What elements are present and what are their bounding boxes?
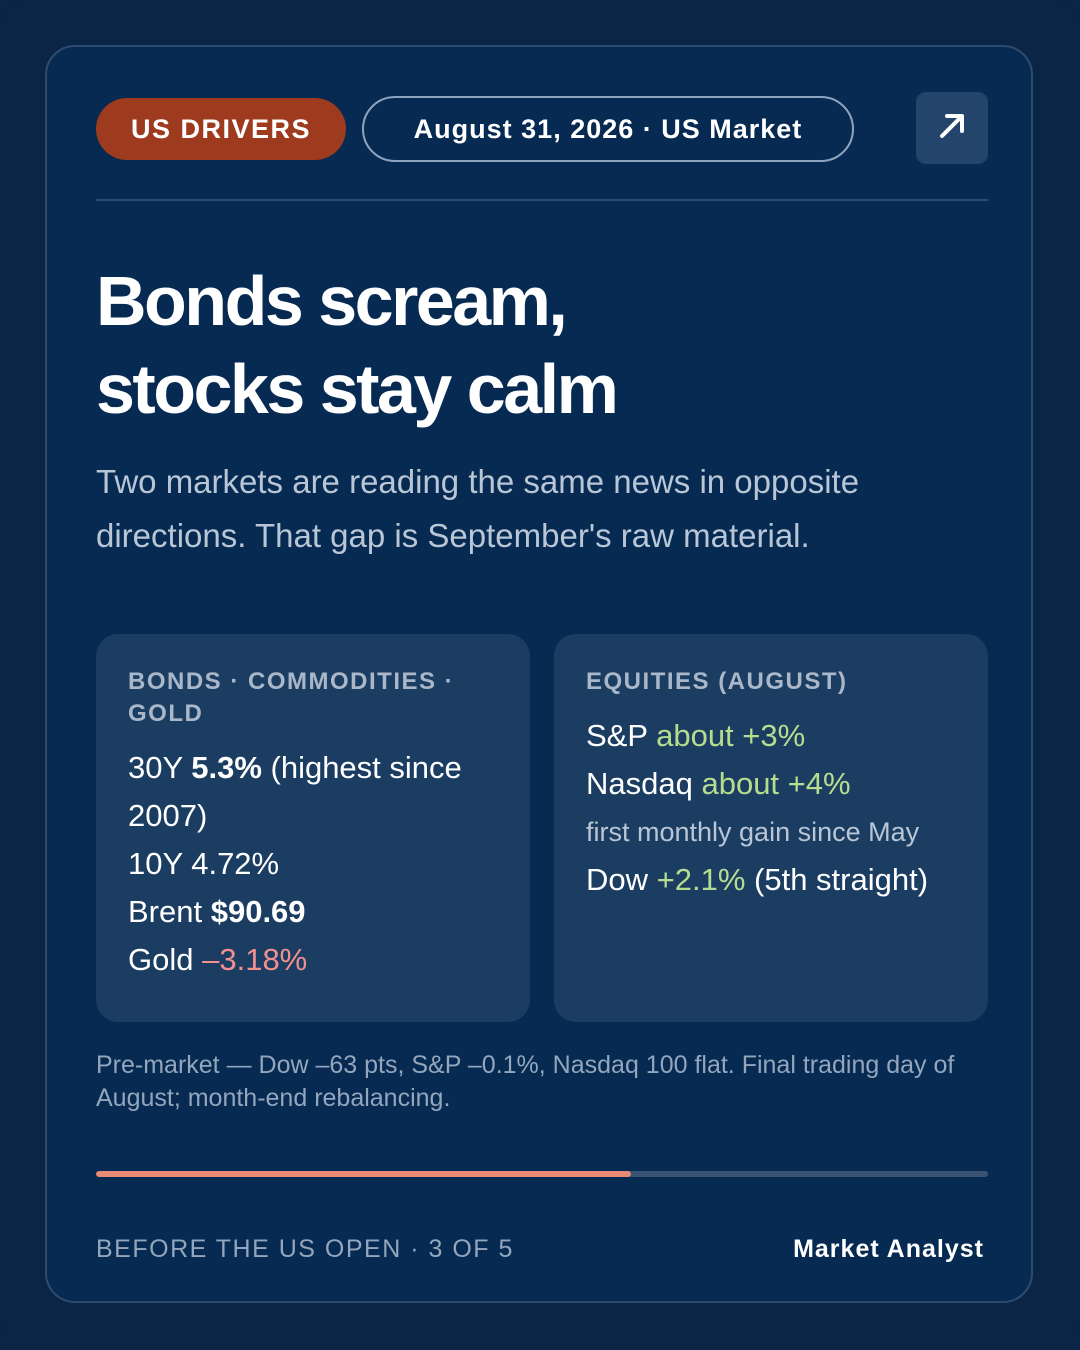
gold-line: Gold –3.18%: [128, 936, 498, 984]
dow-value: +2.1%: [656, 862, 746, 897]
footer-brand: Market Analyst: [793, 1235, 984, 1263]
yield-30y-label: 30Y: [128, 750, 192, 785]
sp-label: S&P: [586, 718, 657, 753]
brent-label: Brent: [128, 894, 211, 929]
equities-panel-title: EQUITIES (AUGUST): [586, 668, 848, 695]
footer-series-label: BEFORE THE US OPEN · 3 OF 5: [96, 1235, 514, 1263]
bonds-panel: BONDS · COMMODITIES · GOLD 30Y 5.3% (hig…: [96, 634, 530, 1022]
nasdaq-label: Nasdaq: [586, 766, 702, 801]
nasdaq-note: first monthly gain since May: [586, 817, 920, 847]
premarket-footnote: Pre-market — Dow –63 pts, S&P –0.1%, Nas…: [96, 1051, 955, 1112]
subheadline: Two markets are reading the same news in…: [96, 463, 860, 554]
yield-30y-note: (highest since 2007): [128, 750, 462, 833]
yield-30y-value: 5.3%: [191, 750, 262, 785]
bonds-panel-title: BONDS · COMMODITIES · GOLD: [128, 668, 455, 727]
story-card: US DRIVERS August 31, 2026 · US Market B…: [45, 45, 1033, 1303]
gold-label: Gold: [128, 942, 203, 977]
progress-bar-fill: [96, 1171, 632, 1177]
equities-panel: EQUITIES (AUGUST) S&P about +3% Nasdaq a…: [554, 634, 988, 1022]
gold-value: –3.18%: [202, 942, 308, 977]
headline-line-2: stocks stay calm: [96, 350, 619, 428]
open-button[interactable]: [916, 92, 988, 164]
sp-line: S&P about +3%: [586, 712, 956, 760]
brent-value: $90.69: [210, 894, 306, 929]
date-pill: August 31, 2026 · US Market: [362, 96, 854, 162]
yield-30y-line: 30Y 5.3% (highest since 2007): [128, 744, 498, 840]
arrow-up-right-icon: [936, 110, 968, 147]
nasdaq-line: Nasdaq about +4%: [586, 760, 956, 808]
dow-label: Dow: [586, 862, 657, 897]
sp-value: about +3%: [656, 718, 806, 753]
headline-line-1: Bonds scream,: [96, 262, 568, 340]
brent-line: Brent $90.69: [128, 888, 498, 936]
dow-note: (5th straight): [745, 862, 929, 897]
yield-10y-line: 10Y 4.72%: [128, 846, 280, 881]
header-divider: [96, 199, 988, 201]
category-tag: US DRIVERS: [96, 98, 346, 160]
progress-bar: [96, 1171, 988, 1177]
headline: Bonds scream, stocks stay calm: [96, 257, 976, 433]
nasdaq-value: about +4%: [701, 766, 851, 801]
dow-line: Dow +2.1% (5th straight): [586, 856, 956, 904]
